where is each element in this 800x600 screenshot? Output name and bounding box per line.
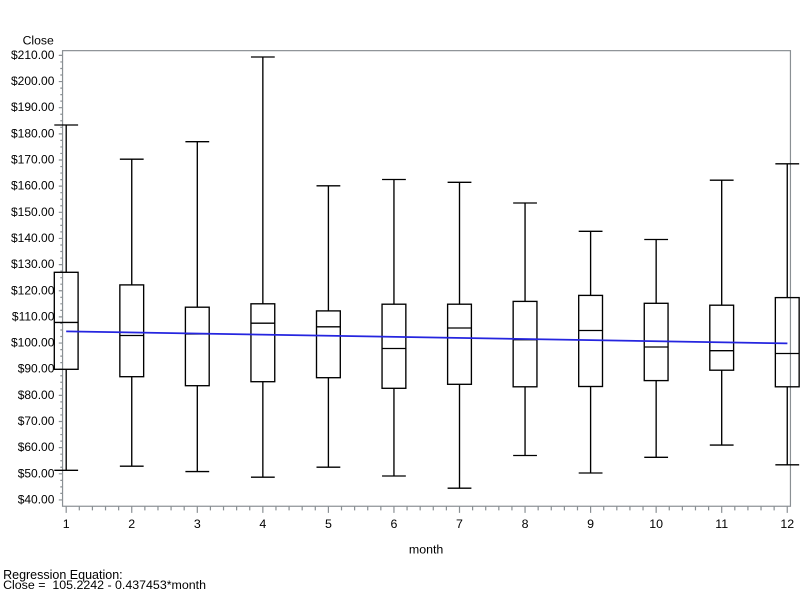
- svg-text:8: 8: [522, 517, 529, 531]
- svg-text:$80.00: $80.00: [18, 388, 55, 402]
- svg-text:1: 1: [63, 517, 70, 531]
- svg-text:11: 11: [715, 517, 728, 531]
- svg-text:12: 12: [780, 517, 794, 531]
- svg-text:$130.00: $130.00: [11, 257, 55, 271]
- svg-text:month: month: [409, 543, 444, 557]
- svg-text:9: 9: [587, 517, 594, 531]
- svg-text:$50.00: $50.00: [18, 466, 55, 480]
- svg-text:Regression Equation:: Regression Equation:: [3, 568, 123, 582]
- svg-text:5: 5: [325, 517, 332, 531]
- svg-text:2: 2: [128, 517, 135, 531]
- svg-text:$190.00: $190.00: [11, 100, 55, 114]
- svg-text:$110.00: $110.00: [12, 309, 55, 323]
- svg-text:$90.00: $90.00: [18, 362, 55, 376]
- svg-text:3: 3: [194, 517, 201, 531]
- svg-text:Close = 105.2242 - 0.437453*m: Close = 105.2242 - 0.437453*month: [3, 578, 206, 592]
- svg-text:$160.00: $160.00: [11, 179, 55, 193]
- svg-text:$180.00: $180.00: [11, 126, 55, 140]
- svg-text:$40.00: $40.00: [18, 492, 55, 506]
- svg-text:$120.00: $120.00: [11, 283, 55, 297]
- svg-text:$70.00: $70.00: [18, 414, 55, 428]
- svg-text:$200.00: $200.00: [11, 74, 55, 88]
- svg-text:6: 6: [390, 517, 397, 531]
- svg-text:Close: Close: [23, 33, 54, 47]
- svg-text:7: 7: [456, 517, 463, 531]
- svg-text:4: 4: [259, 517, 266, 531]
- svg-text:$170.00: $170.00: [11, 153, 55, 167]
- svg-text:$60.00: $60.00: [18, 440, 55, 454]
- svg-text:$150.00: $150.00: [11, 205, 55, 219]
- svg-text:$140.00: $140.00: [11, 231, 55, 245]
- svg-text:10: 10: [649, 517, 663, 531]
- svg-text:$100.00: $100.00: [11, 336, 55, 350]
- svg-text:$210.00: $210.00: [11, 48, 55, 62]
